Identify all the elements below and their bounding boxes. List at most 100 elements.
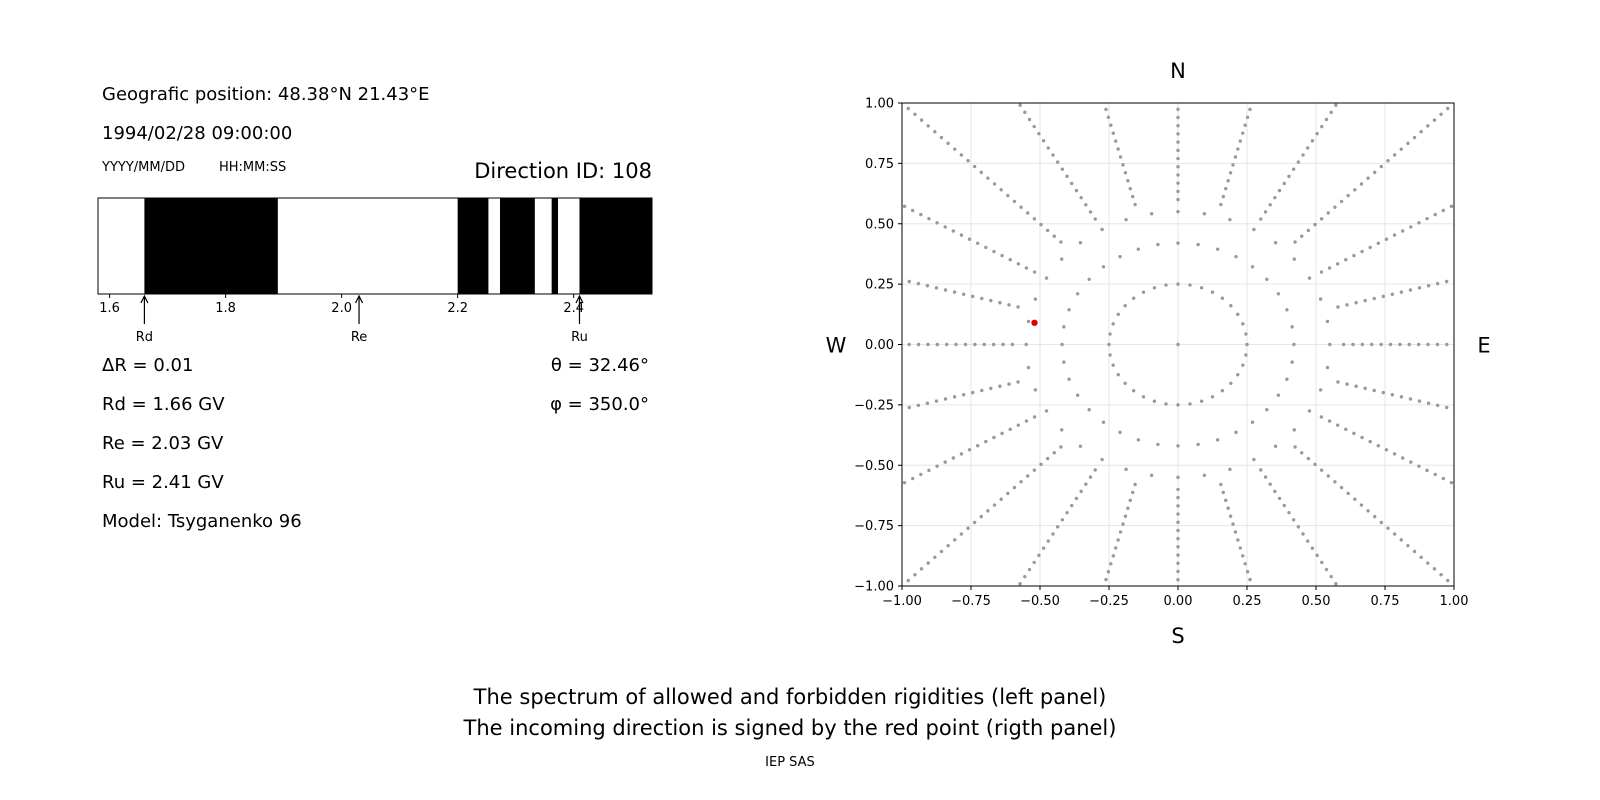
direction-point — [1339, 485, 1344, 490]
direction-point — [1250, 420, 1255, 424]
direction-point — [1282, 503, 1286, 508]
direction-point — [1027, 117, 1032, 122]
direction-point — [1245, 570, 1250, 574]
direction-point — [1352, 431, 1356, 436]
direction-point — [1241, 363, 1245, 367]
direction-point — [1399, 290, 1404, 294]
direction-point — [1408, 288, 1413, 292]
direction-point — [1033, 297, 1038, 301]
direction-point — [1023, 110, 1027, 115]
direction-point — [1045, 456, 1050, 461]
x-tick-label: 0.00 — [1164, 594, 1193, 609]
direction-point — [1152, 399, 1157, 403]
direction-point — [1412, 135, 1417, 140]
direction-point — [1329, 574, 1333, 579]
direction-point — [1319, 217, 1324, 221]
x-tick-label: −0.75 — [951, 594, 991, 609]
direction-point — [1088, 210, 1093, 214]
direction-point — [1032, 468, 1037, 472]
direction-point — [1441, 208, 1446, 213]
direction-point — [1093, 217, 1097, 221]
direction-point — [992, 435, 996, 440]
compass-east-label: E — [1477, 334, 1490, 358]
direction-point — [945, 342, 949, 347]
direction-point — [1399, 538, 1403, 542]
direction-point — [1392, 153, 1397, 157]
direction-point — [1406, 543, 1410, 548]
direction-point — [975, 443, 980, 448]
direction-point — [1045, 228, 1050, 233]
direction-point — [1426, 284, 1431, 288]
direction-point — [1435, 281, 1440, 286]
direction-point — [1060, 167, 1065, 171]
direction-point — [1055, 160, 1060, 164]
direction-point — [992, 249, 996, 254]
direction-point — [943, 460, 947, 464]
direction-point — [1026, 319, 1031, 324]
direction-point — [1399, 395, 1404, 399]
direction-point — [1152, 286, 1157, 290]
direction-point — [1388, 342, 1393, 347]
direction-point — [1409, 460, 1413, 464]
direction-point — [1176, 569, 1180, 574]
forbidden-band — [144, 198, 278, 294]
direction-point — [1392, 532, 1397, 536]
direction-point — [1104, 577, 1108, 582]
direction-point — [1426, 561, 1430, 565]
direction-point — [1445, 342, 1449, 347]
direction-point — [1390, 292, 1395, 296]
x-tick-label: 2.4 — [563, 301, 584, 316]
direction-point — [1024, 419, 1029, 423]
direction-point — [943, 288, 948, 292]
direction-point — [1118, 430, 1122, 435]
direction-point — [1252, 227, 1256, 232]
direction-point — [1176, 444, 1180, 448]
direction-point — [1075, 292, 1080, 296]
direction-point — [1370, 342, 1374, 347]
direction-point — [1236, 538, 1240, 542]
direction-point — [1273, 444, 1278, 448]
direction-point — [1052, 234, 1056, 238]
direction-point — [1326, 474, 1330, 478]
direction-point — [1319, 415, 1324, 419]
direction-point — [939, 549, 944, 554]
direction-point — [1277, 496, 1282, 501]
direction-point — [1041, 546, 1046, 550]
direction-point — [1116, 372, 1120, 377]
direction-point — [1445, 405, 1449, 410]
direction-point — [1176, 504, 1180, 508]
direction-point — [1221, 194, 1225, 199]
direction-point — [1033, 388, 1038, 392]
direction-point — [1307, 276, 1312, 280]
direction-point — [1123, 303, 1127, 308]
direction-point — [1417, 286, 1422, 290]
direction-point — [1346, 193, 1350, 198]
direction-point — [1084, 482, 1088, 486]
direction-point — [1231, 163, 1235, 167]
direction-point — [1114, 546, 1118, 550]
direction-point — [1210, 395, 1215, 399]
direction-point — [1236, 312, 1240, 317]
direction-point — [1010, 342, 1015, 347]
direction-point — [1106, 570, 1111, 574]
date-format-label: YYYY/MM/DD — [102, 160, 185, 175]
direction-point — [1234, 430, 1238, 435]
direction-point — [1176, 197, 1180, 202]
direction-point — [1007, 303, 1011, 307]
direction-point — [1228, 514, 1233, 518]
direction-point — [1121, 522, 1125, 526]
direction-point — [1196, 242, 1200, 247]
direction-point — [1313, 462, 1317, 467]
direction-point — [1008, 427, 1012, 431]
direction-point — [1176, 520, 1180, 524]
direction-point — [910, 476, 915, 481]
direction-point — [916, 342, 921, 347]
direction-point — [1306, 228, 1311, 233]
direction-point — [1306, 456, 1311, 461]
incoming-direction-point — [1031, 319, 1038, 326]
direction-point — [1032, 270, 1037, 274]
direction-point — [1219, 482, 1223, 487]
direction-point — [954, 342, 958, 347]
direction-point — [1079, 195, 1083, 200]
direction-point — [1315, 553, 1319, 558]
